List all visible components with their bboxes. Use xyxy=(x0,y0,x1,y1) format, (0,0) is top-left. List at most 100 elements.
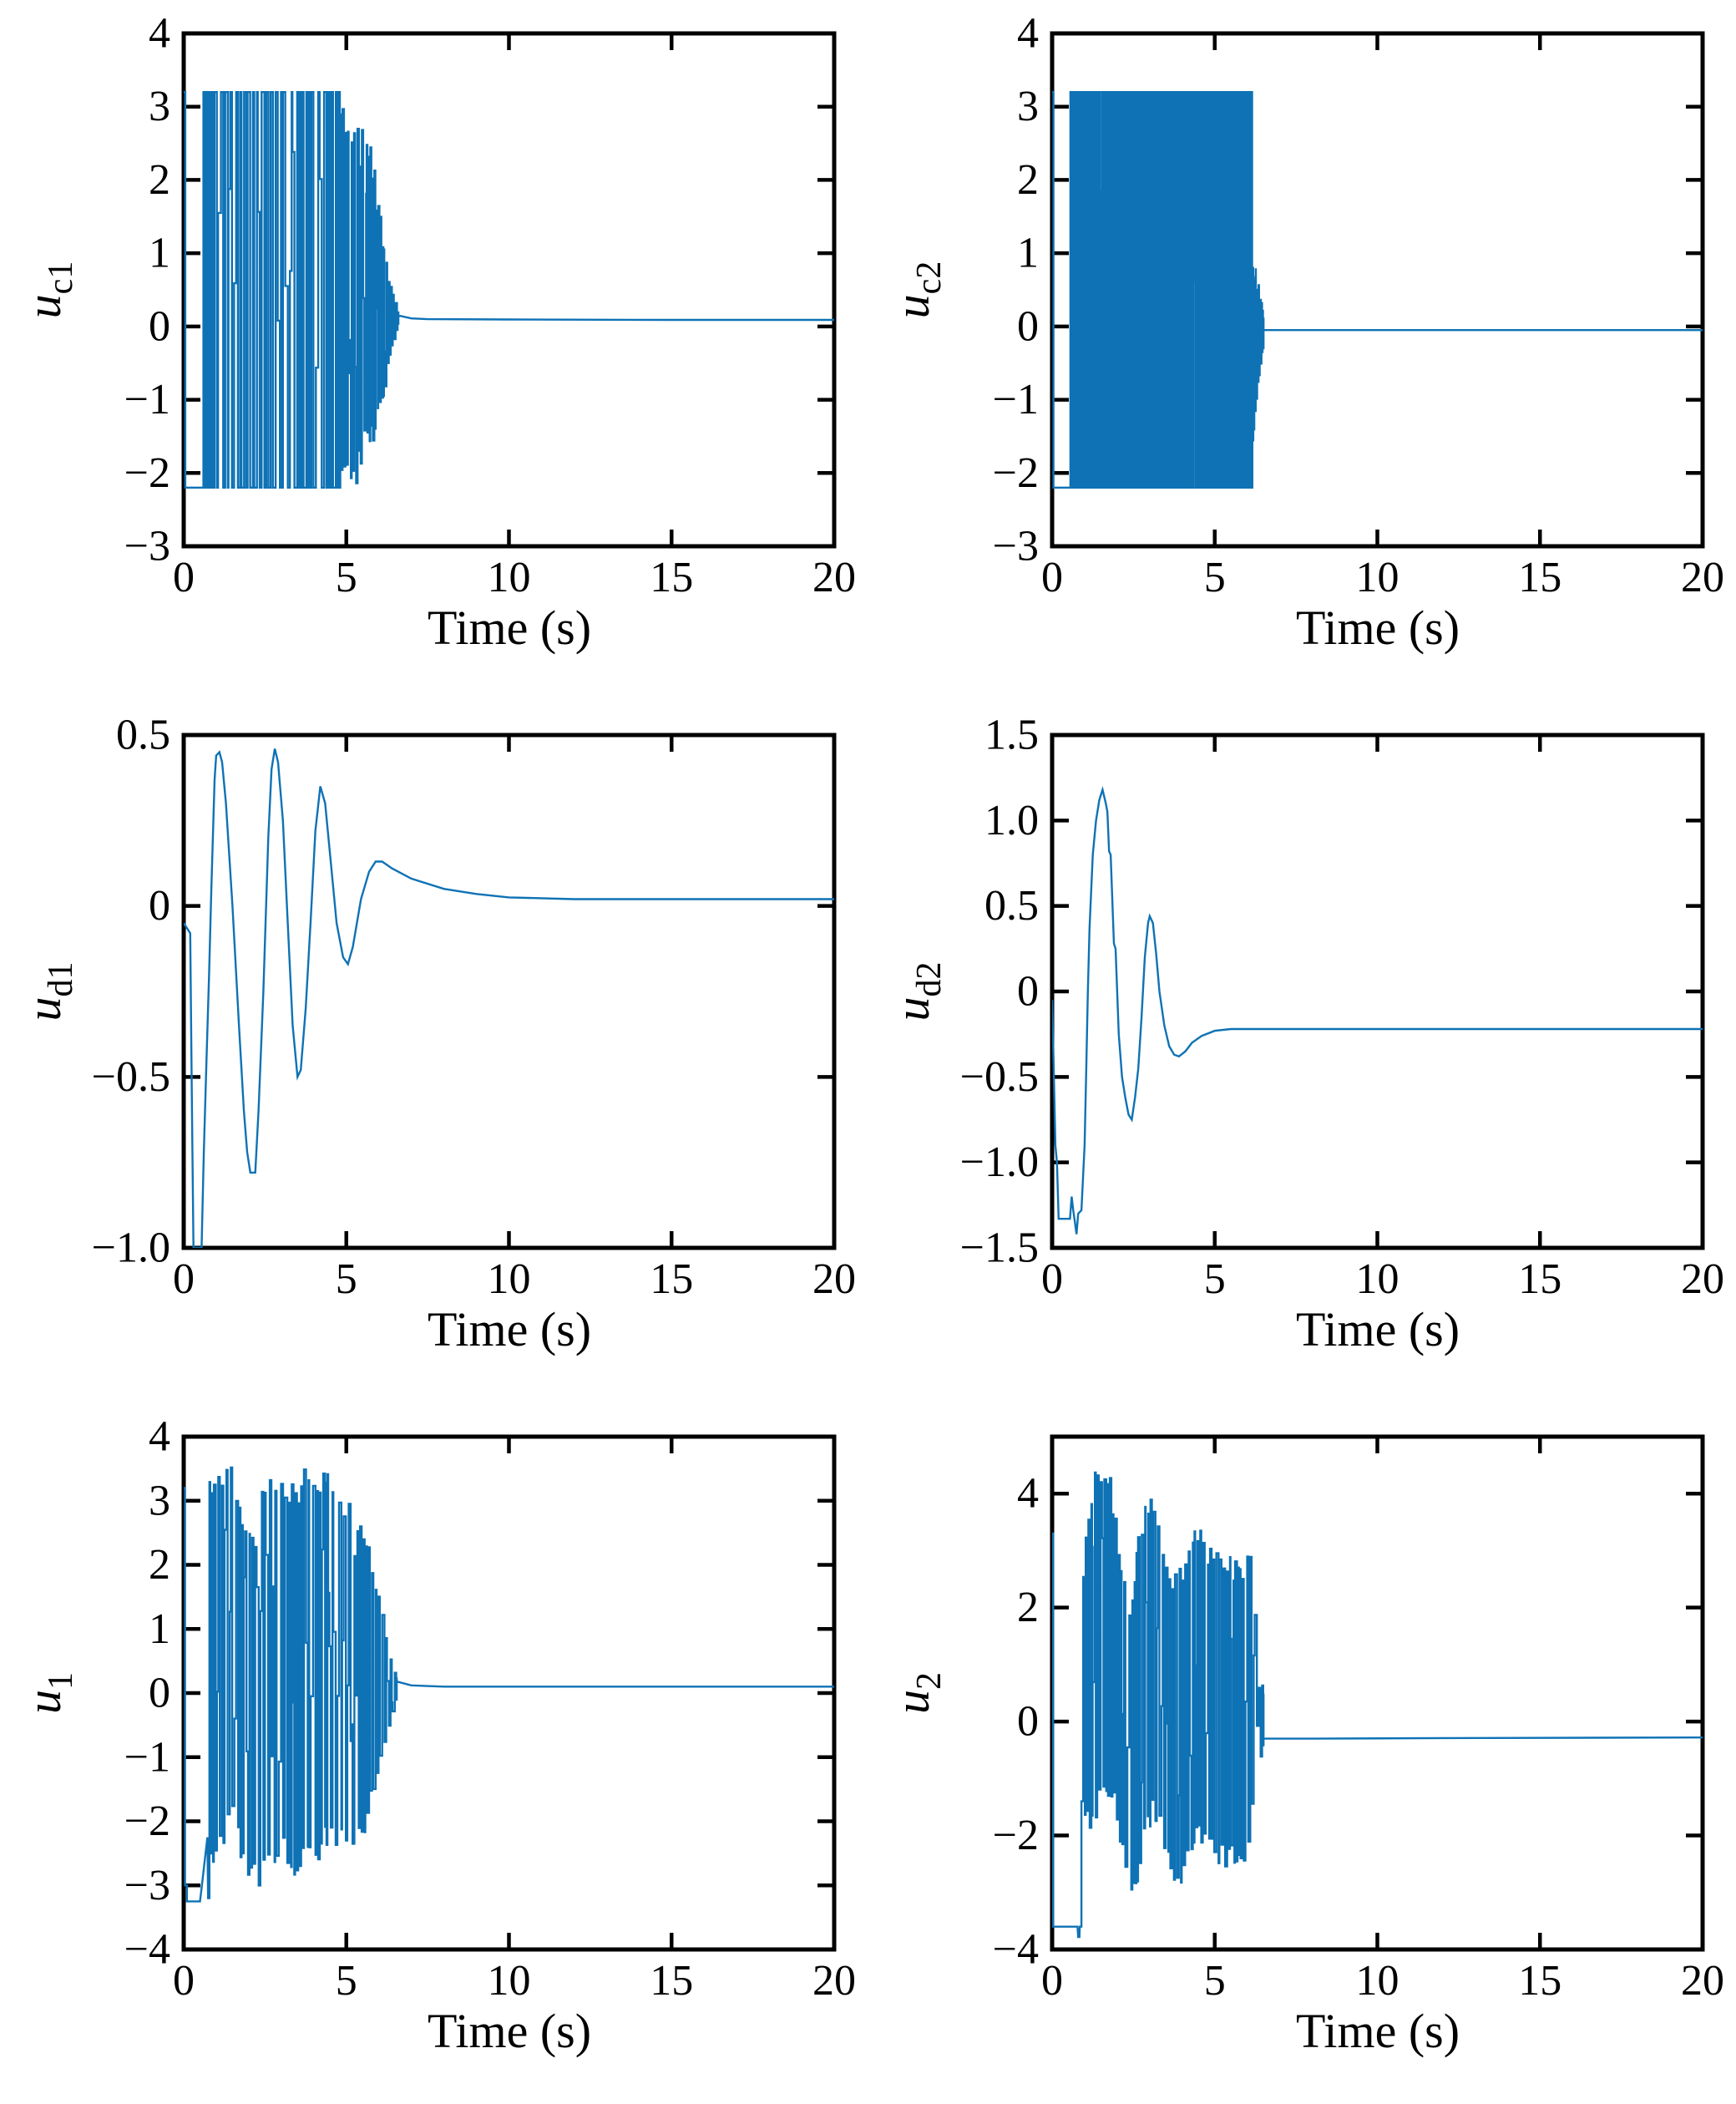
plot-ud2: 0 5 10 15 20 1.5 1.0 0.5 0 −0.5 −1.0 −1.5 ud2 xyxy=(885,712,1724,1304)
y-tick-label: −2 xyxy=(993,1812,1039,1859)
x-tick-label: 0 xyxy=(173,1255,195,1303)
y-tick-label: 2 xyxy=(1017,1584,1039,1631)
series-line xyxy=(1052,786,1703,1235)
y-tick-label: −1 xyxy=(124,1733,170,1781)
x-tick-label: 0 xyxy=(1041,1957,1063,2005)
axis-ticks xyxy=(1050,733,1705,1250)
x-tick-label: 5 xyxy=(336,554,357,601)
y-tick-label: −3 xyxy=(993,523,1039,570)
y-tick-label: −1.0 xyxy=(960,1138,1039,1186)
y-tick-label: 2 xyxy=(149,1541,170,1589)
axis-ticks xyxy=(181,31,837,549)
x-tick-label: 5 xyxy=(1204,554,1226,601)
x-tick-label: 0 xyxy=(173,1957,195,2005)
x-tick-label: 10 xyxy=(1356,1957,1399,2005)
x-tick-label: 20 xyxy=(1681,1255,1724,1303)
y-tick-label: 0 xyxy=(149,302,170,350)
y-tick-label: −1 xyxy=(124,376,170,423)
chart-ud2: 0 5 10 15 20 1.5 1.0 0.5 0 −0.5 −1.0 −1.5 ud2 Time (… xyxy=(868,702,1736,1403)
x-tick-label: 20 xyxy=(812,554,856,601)
y-axis-label: u2 xyxy=(885,1672,949,1714)
series-line xyxy=(1052,1471,1703,1939)
x-tick-label: 10 xyxy=(488,554,531,601)
y-tick-label: −3 xyxy=(124,523,170,570)
y-tick-label: 2 xyxy=(1017,156,1039,204)
y-tick-label: −0.5 xyxy=(92,1053,170,1101)
x-tick-label: 5 xyxy=(336,1957,357,2005)
y-tick-label: 0 xyxy=(149,882,170,930)
y-axis-label: uc2 xyxy=(885,261,949,319)
x-tick-label: 15 xyxy=(1518,1255,1561,1303)
y-tick-label: 0 xyxy=(1017,968,1039,1016)
x-axis-label: Time (s) xyxy=(1295,601,1460,655)
y-tick-label: −1.5 xyxy=(960,1224,1039,1272)
y-tick-label: −4 xyxy=(993,1926,1039,1974)
y-tick-label: −2 xyxy=(124,1797,170,1845)
y-tick-label: 1.5 xyxy=(984,712,1039,759)
plot-ud1: 0 5 10 15 20 0.5 0 −0.5 −1.0 ud1 xyxy=(17,712,856,1304)
x-tick-label: 5 xyxy=(336,1255,357,1303)
x-tick-label: 5 xyxy=(1204,1957,1226,2005)
x-tick-label: 0 xyxy=(173,554,195,601)
x-tick-label: 20 xyxy=(1681,1957,1724,2005)
y-tick-label: −2 xyxy=(993,449,1039,497)
x-axis-label: Time (s) xyxy=(1295,1302,1460,1356)
y-axis-label: u1 xyxy=(17,1672,80,1714)
y-tick-label: 4 xyxy=(149,10,170,58)
y-tick-label: 1 xyxy=(149,1605,170,1653)
axes-frame xyxy=(1050,733,1705,1250)
x-tick-label: 15 xyxy=(650,1957,693,2005)
y-tick-label: −0.5 xyxy=(960,1053,1039,1101)
y-tick-label: 0 xyxy=(149,1670,170,1717)
x-tick-label: 15 xyxy=(1518,1957,1561,2005)
chart-ud1: 0 5 10 15 20 0.5 0 −0.5 −1.0 ud1 Time (s) xyxy=(0,702,868,1403)
x-axis-label: Time (s) xyxy=(1295,2004,1460,2058)
x-tick-label: 15 xyxy=(1518,554,1561,601)
x-tick-label: 0 xyxy=(1041,1255,1063,1303)
x-tick-label: 10 xyxy=(1356,554,1399,601)
x-tick-label: 15 xyxy=(650,1255,693,1303)
y-tick-label: 2 xyxy=(149,156,170,204)
chart-uc2: 0 5 10 15 20 4 3 2 1 0 −1 −2 −3 uc2 Time (s) xyxy=(868,0,1736,702)
y-tick-label: −1 xyxy=(993,376,1039,423)
x-axis-label: Time (s) xyxy=(427,2004,592,2058)
y-tick-label: −4 xyxy=(124,1926,170,1974)
y-tick-label: 4 xyxy=(149,1413,170,1461)
chart-u1: 0 5 10 15 20 4 3 2 1 0 −1 −2 −3 −4 u1 Time (s) xyxy=(0,1403,868,2104)
y-tick-label: −3 xyxy=(124,1862,170,1909)
x-tick-label: 15 xyxy=(650,554,693,601)
x-axis-label: Time (s) xyxy=(427,601,592,655)
y-tick-label: 0.5 xyxy=(116,712,170,759)
x-tick-label: 10 xyxy=(488,1255,531,1303)
x-tick-label: 5 xyxy=(1204,1255,1226,1303)
tick-labels: 0 5 10 15 20 0.5 0 −0.5 −1.0 xyxy=(92,712,856,1304)
chart-u2: 0 5 10 15 20 4 2 0 −2 −4 u2 Time (s) xyxy=(868,1403,1736,2104)
y-tick-label: 4 xyxy=(1017,10,1039,58)
y-tick-label: −1.0 xyxy=(92,1224,170,1272)
y-tick-label: 3 xyxy=(1017,83,1039,130)
chart-uc1: 0 5 10 15 20 4 3 2 1 0 −1 −2 −3 uc1 Time (s) xyxy=(0,0,868,702)
y-tick-label: 0 xyxy=(1017,302,1039,350)
series-line xyxy=(184,748,834,1248)
series-line xyxy=(184,1466,834,1903)
y-tick-label: 3 xyxy=(149,1477,170,1524)
tick-labels: 0 5 10 15 20 1.5 1.0 0.5 0 −0.5 −1.0 −1.5 xyxy=(960,712,1724,1304)
y-axis-label: ud2 xyxy=(885,962,949,1022)
y-axis-label: uc1 xyxy=(17,261,80,319)
y-tick-label: −2 xyxy=(124,449,170,497)
y-axis-label: ud1 xyxy=(17,962,80,1022)
x-tick-label: 20 xyxy=(812,1255,856,1303)
axis-ticks xyxy=(1050,1437,1705,1952)
x-tick-label: 10 xyxy=(1356,1255,1399,1303)
series-line xyxy=(184,91,834,489)
x-axis-label: Time (s) xyxy=(427,1302,592,1356)
x-tick-label: 20 xyxy=(1681,554,1724,601)
